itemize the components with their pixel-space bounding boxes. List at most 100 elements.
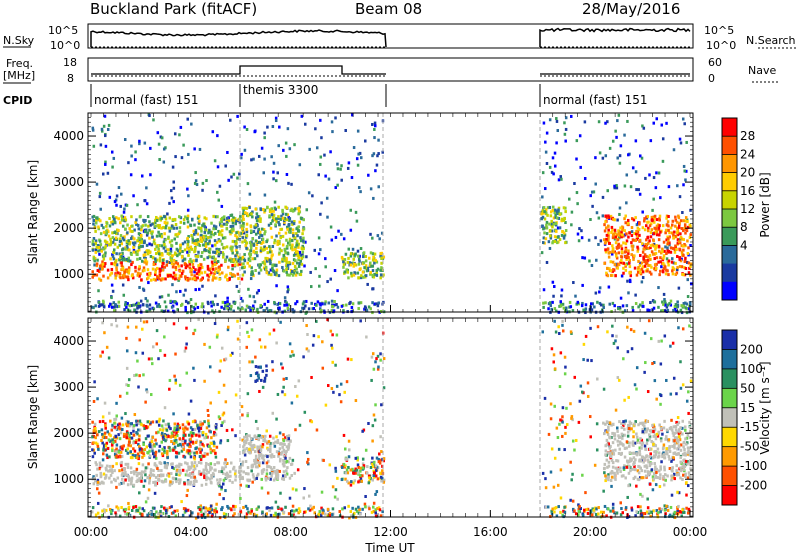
- echo-cell: [254, 207, 258, 211]
- echo-cell: [326, 318, 329, 322]
- echo-cell: [283, 259, 287, 263]
- echo-cell: [542, 301, 545, 305]
- echo-cell: [597, 216, 601, 220]
- echo-cell: [193, 274, 196, 278]
- echo-cell: [125, 422, 128, 426]
- echo-cell: [143, 230, 147, 234]
- echo-cell: [300, 256, 304, 260]
- echo-cell: [152, 240, 156, 244]
- echo-cell: [242, 209, 245, 213]
- echo-cell: [289, 439, 292, 443]
- echo-cell: [213, 243, 217, 247]
- echo-cell: [618, 236, 621, 240]
- echo-cell: [260, 471, 264, 475]
- echo-cell: [197, 506, 200, 510]
- echo-cell: [542, 227, 545, 231]
- echo-cell: [93, 422, 97, 426]
- echo-cell: [203, 216, 206, 220]
- echo-cell: [566, 423, 569, 427]
- echo-cell: [92, 255, 96, 259]
- echo-cell: [263, 262, 267, 266]
- echo-cell: [596, 377, 599, 381]
- echo-cell: [141, 455, 144, 459]
- echo-cell: [232, 309, 236, 313]
- echo-cell: [130, 252, 133, 256]
- echo-cell: [665, 121, 668, 125]
- echo-cell: [148, 449, 151, 453]
- echo-cell: [558, 238, 562, 242]
- echo-cell: [106, 446, 110, 450]
- echo-cell: [382, 255, 386, 259]
- echo-cell: [102, 274, 105, 278]
- echo-cell: [615, 511, 619, 515]
- echo-cell: [349, 254, 353, 258]
- echo-cell: [629, 274, 633, 278]
- echo-cell: [613, 228, 617, 232]
- echo-cell: [545, 131, 549, 135]
- echo-cell: [118, 514, 122, 518]
- echo-cell: [561, 434, 564, 438]
- nsky-trace: [90, 29, 387, 48]
- echo-cell: [333, 495, 337, 499]
- echo-cell: [110, 468, 114, 472]
- echo-cell: [212, 214, 215, 218]
- echo-cell: [633, 266, 637, 270]
- echo-cell: [169, 189, 173, 193]
- echo-cell: [616, 233, 619, 237]
- echo-cell: [558, 332, 561, 336]
- echo-cell: [657, 260, 660, 264]
- echo-cell: [241, 212, 245, 216]
- echo-cell: [245, 234, 249, 238]
- echo-cell: [277, 231, 281, 235]
- echo-cell: [149, 468, 153, 472]
- echo-cell: [666, 508, 670, 512]
- echo-cell: [271, 216, 275, 220]
- echo-cell: [669, 226, 673, 230]
- echo-cell: [364, 259, 368, 263]
- echo-cell: [162, 225, 165, 229]
- echo-cell: [324, 257, 327, 261]
- echo-cell: [646, 229, 650, 233]
- echo-cell: [577, 503, 580, 507]
- echo-cell: [154, 247, 157, 251]
- echo-cell: [262, 228, 266, 232]
- echo-cell: [164, 423, 168, 427]
- echo-cell: [269, 454, 272, 458]
- echo-cell: [124, 473, 128, 477]
- echo-cell: [237, 306, 240, 310]
- echo-cell: [249, 308, 252, 312]
- echo-cell: [562, 235, 566, 239]
- echo-cell: [680, 514, 683, 518]
- echo-cell: [624, 263, 627, 267]
- echo-cell: [615, 135, 618, 139]
- echo-cell: [357, 186, 361, 190]
- echo-cell: [678, 247, 681, 251]
- echo-cell: [226, 504, 229, 508]
- echo-cell: [127, 266, 131, 270]
- echo-cell: [677, 214, 680, 218]
- echo-cell: [647, 241, 650, 245]
- echo-cell: [127, 239, 130, 243]
- echo-cell: [186, 236, 189, 240]
- echo-cell: [614, 262, 618, 266]
- echo-cell: [154, 453, 157, 457]
- echo-cell: [198, 219, 201, 223]
- echo-cell: [162, 438, 166, 442]
- echo-cell: [94, 436, 97, 440]
- echo-cell: [684, 266, 688, 270]
- echo-cell: [635, 387, 638, 391]
- echo-cell: [650, 215, 654, 219]
- echo-cell: [207, 421, 210, 425]
- echo-cell: [252, 274, 255, 278]
- echo-cell: [199, 472, 203, 476]
- echo-cell: [233, 302, 236, 306]
- echo-cell: [683, 273, 687, 277]
- echo-cell: [626, 325, 629, 329]
- echo-cell: [603, 504, 607, 508]
- echo-cell: [360, 274, 363, 278]
- echo-cell: [115, 447, 118, 451]
- echo-cell: [281, 243, 285, 247]
- echo-cell: [216, 482, 220, 486]
- echo-cell: [604, 214, 608, 218]
- echo-cell: [192, 332, 195, 336]
